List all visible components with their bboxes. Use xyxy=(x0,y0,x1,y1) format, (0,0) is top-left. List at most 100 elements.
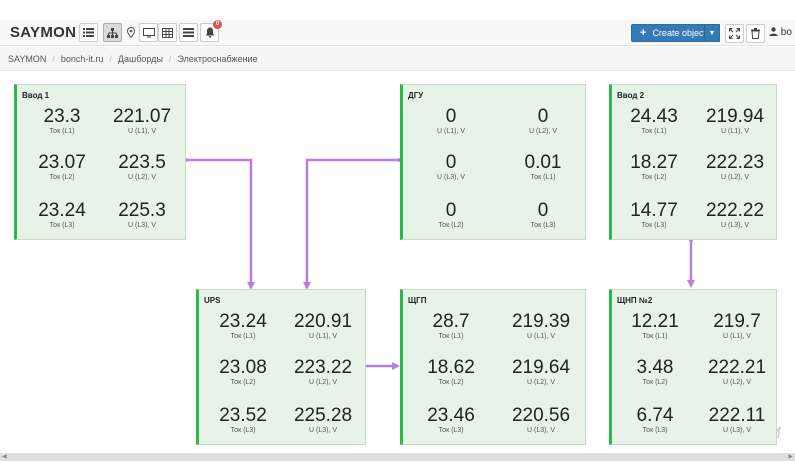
breadcrumb-separator: / xyxy=(109,53,112,64)
metric-value: 12.21 xyxy=(631,311,679,332)
map-marker-icon[interactable] xyxy=(121,23,140,42)
metric-value: 23.3 xyxy=(43,106,81,127)
object-card-shgp[interactable]: ЩГП 28.7 Ток (L1) 219.39 U (L1), V 18.62 То… xyxy=(400,289,586,445)
metric-label: Ток (L2) xyxy=(438,222,464,229)
metric-label: U (L3), V xyxy=(436,174,465,181)
metric: 23.24 Ток (L1) xyxy=(203,312,283,341)
metric-value: 222.11 xyxy=(708,405,766,426)
metric: 28.7 Ток (L1) xyxy=(411,312,491,341)
metric: 23.46 Ток (L3) xyxy=(411,406,491,435)
metric-label: U (L2), V xyxy=(127,174,156,181)
metric-value: 223.5 xyxy=(118,152,166,173)
metric-value: 0.01 xyxy=(524,152,562,173)
metric-label: U (L2), V xyxy=(722,379,751,386)
metric: 24.43 Ток (L1) xyxy=(614,107,694,136)
object-card-vvod-2[interactable]: Ввод 2 24.43 Ток (L1) 219.94 U (L1), V 18.… xyxy=(609,84,777,240)
metric: 0.01 Ток (L1) xyxy=(503,153,583,182)
metric: 222.22 U (L3), V xyxy=(695,201,775,230)
metric-label: Ток (L1) xyxy=(438,333,464,340)
metric: 222.21 U (L2), V xyxy=(697,358,777,387)
bottom-strip xyxy=(0,461,795,474)
metric-label: Ток (L3) xyxy=(530,222,556,229)
metric-label: U (L3), V xyxy=(127,222,156,229)
object-card-ups[interactable]: UPS 23.24 Ток (L1) 220.91 U (L1), V 23.08 Т… xyxy=(196,289,366,445)
user-icon xyxy=(769,27,781,38)
metric: 14.77 Ток (L3) xyxy=(614,201,694,230)
metric-label: U (L3), V xyxy=(722,427,751,434)
metric: 219.64 U (L2), V xyxy=(501,358,581,387)
metric-value: 23.46 xyxy=(427,405,475,426)
horizontal-scrollbar[interactable]: ◀ ▶ xyxy=(0,453,795,461)
metric-label: Ток (L1) xyxy=(530,174,556,181)
metric: 23.24 Ток (L3) xyxy=(22,201,102,230)
metric-value: 225.3 xyxy=(118,200,166,221)
metric-value: 220.56 xyxy=(511,405,571,426)
metric: 3.48 Ток (L2) xyxy=(615,358,695,387)
metric-label: U (L1), V xyxy=(436,128,465,135)
top-strip xyxy=(0,0,795,20)
metric: 219.39 U (L1), V xyxy=(501,312,581,341)
card-title: UPS xyxy=(204,296,221,305)
card-title: Ввод 2 xyxy=(617,91,645,100)
breadcrumb: SAYMON / bonch-it.ru / Дашборды / Электр… xyxy=(0,47,795,71)
scroll-right-icon[interactable]: ▶ xyxy=(788,454,793,460)
metric-value: 18.62 xyxy=(427,357,475,378)
metric-value: 219.39 xyxy=(511,311,571,332)
metric: 225.28 U (L3), V xyxy=(283,406,363,435)
metric: 220.56 U (L3), V xyxy=(501,406,581,435)
metric-label: U (L1), V xyxy=(308,333,337,340)
metric-value: 23.08 xyxy=(219,357,267,378)
metric-value: 219.7 xyxy=(713,311,761,332)
metric-label: U (L1), V xyxy=(720,128,749,135)
trash-icon[interactable] xyxy=(746,24,765,43)
metric: 225.3 U (L3), V xyxy=(102,201,182,230)
metric-value: 223.22 xyxy=(293,357,353,378)
metric: 222.23 U (L2), V xyxy=(695,153,775,182)
plus-icon: + xyxy=(640,27,647,39)
metric: 221.07 U (L1), V xyxy=(102,107,182,136)
card-title: Ввод 1 xyxy=(22,91,50,100)
list-view-icon[interactable] xyxy=(179,23,198,42)
object-card-shnp-2[interactable]: ЩНП №2 12.21 Ток (L1) 219.7 U (L1), V 3.48… xyxy=(609,289,777,445)
metric: 6.74 Ток (L3) xyxy=(615,406,695,435)
metric-label: Ток (L2) xyxy=(230,379,256,386)
metric-label: Ток (L2) xyxy=(641,174,667,181)
metric-value: 225.28 xyxy=(293,405,353,426)
metric: 0 Ток (L2) xyxy=(411,201,491,230)
metric-value: 23.07 xyxy=(38,152,86,173)
grid-icon[interactable] xyxy=(158,23,177,42)
metric-label: U (L2), V xyxy=(720,174,749,181)
notification-badge: 0 xyxy=(213,20,222,29)
metric: 23.52 Ток (L3) xyxy=(203,406,283,435)
list-icon[interactable] xyxy=(79,23,98,42)
metric-label: U (L3), V xyxy=(308,427,337,434)
user-menu[interactable]: bo xyxy=(769,27,792,38)
hierarchy-icon[interactable] xyxy=(103,23,122,42)
metric-value: 219.94 xyxy=(705,106,765,127)
breadcrumb-item[interactable]: Дашборды xyxy=(117,53,163,64)
breadcrumb-item[interactable]: SAYMON xyxy=(8,53,47,64)
bell-icon[interactable]: 0 xyxy=(200,20,222,42)
monitor-icon[interactable] xyxy=(139,23,158,42)
metric-label: Ток (L1) xyxy=(642,333,668,340)
fullscreen-icon[interactable] xyxy=(725,24,744,43)
breadcrumb-item[interactable]: bonch-it.ru xyxy=(60,53,104,64)
metric: 222.11 U (L3), V xyxy=(697,406,777,435)
object-card-vvod-1[interactable]: Ввод 1 23.3 Ток (L1) 221.07 U (L1), V 23.0… xyxy=(14,84,186,240)
card-title: ЩНП №2 xyxy=(617,296,653,305)
create-object-label: Create object xyxy=(652,28,706,38)
brand-logo[interactable]: SAYMON xyxy=(10,24,77,41)
metric-value: 14.77 xyxy=(630,200,678,221)
metric: 23.07 Ток (L2) xyxy=(22,153,102,182)
create-dropdown-caret[interactable]: ▼ xyxy=(704,24,720,42)
link-vvod1-ups xyxy=(186,158,255,290)
metric: 12.21 Ток (L1) xyxy=(615,312,695,341)
metric-label: U (L2), V xyxy=(528,128,557,135)
metric-value: 0 xyxy=(537,200,549,221)
breadcrumb-current: Электроснабжение xyxy=(177,53,258,64)
metric: 18.62 Ток (L2) xyxy=(411,358,491,387)
scroll-left-icon[interactable]: ◀ xyxy=(2,454,7,460)
